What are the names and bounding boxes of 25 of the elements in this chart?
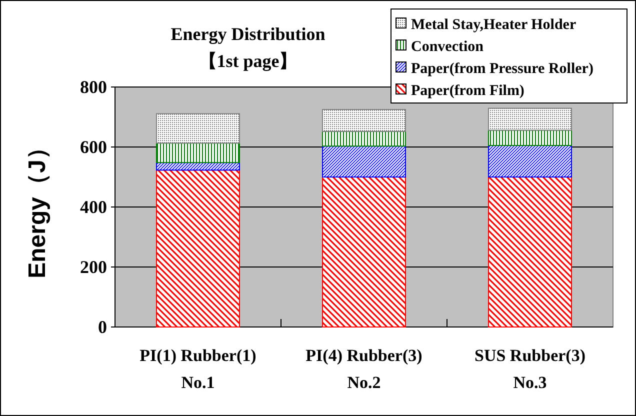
bar (156, 170, 240, 328)
bar (488, 130, 572, 146)
bar (322, 176, 406, 328)
y-tick-label: 800 (80, 77, 107, 97)
bar (488, 108, 572, 131)
y-tick-label: 0 (98, 317, 107, 337)
y-axis-title: Energy（J） (24, 136, 51, 278)
bar (322, 146, 406, 178)
y-tick-label: 200 (80, 257, 107, 277)
chart-title: Energy Distribution 【1st page】 (170, 24, 326, 71)
legend-label: Paper(from Pressure Roller) (411, 61, 594, 77)
bar (488, 176, 572, 328)
x-tick-label: PI(1) Rubber(1) No.1 (140, 346, 256, 392)
bar (156, 113, 240, 144)
x-tick-label: PI(4) Rubber(3) No.2 (306, 346, 422, 392)
y-tick-label: 400 (80, 197, 107, 217)
bar (156, 142, 240, 164)
legend-label: Paper(from Film) (411, 83, 524, 99)
x-tick-label: SUS Rubber(3) No.3 (474, 346, 586, 392)
bar (322, 109, 406, 132)
legend-label: Convection (411, 39, 484, 55)
y-tick-label: 600 (80, 137, 107, 157)
bar (488, 145, 572, 178)
legend-label: Metal Stay,Heater Holder (411, 17, 576, 33)
bar (322, 130, 406, 147)
